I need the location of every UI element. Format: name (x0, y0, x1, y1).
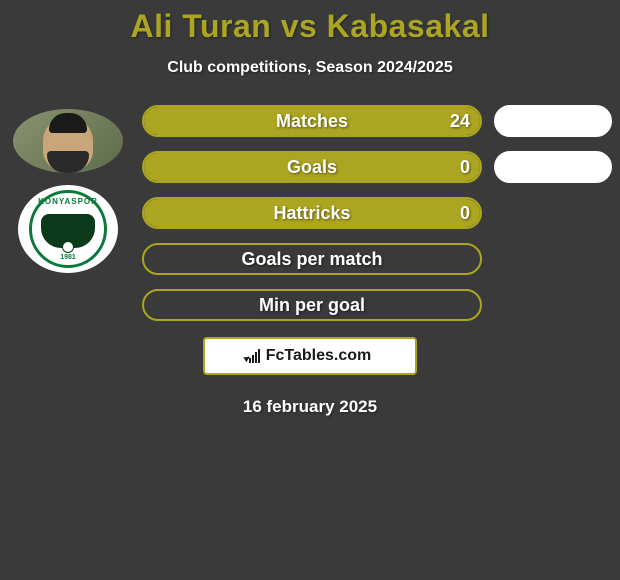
stat-label: Goals per match (144, 249, 480, 270)
comparison-panel: KONYASPOR 1981 Matches24Goals0Hattricks0… (0, 105, 620, 321)
stat-bar-right (494, 105, 612, 137)
stat-bar-left: Hattricks0 (142, 197, 482, 229)
stat-value-left: 0 (460, 203, 470, 224)
stat-bar-right (494, 151, 612, 183)
club-name: KONYASPOR (38, 197, 98, 206)
player-avatar (13, 109, 123, 173)
subtitle: Club competitions, Season 2024/2025 (0, 59, 620, 77)
stat-bar-left: Goals per match (142, 243, 482, 275)
stat-bar-left: Min per goal (142, 289, 482, 321)
stat-bar-left: Goals0 (142, 151, 482, 183)
stat-bar-left: Matches24 (142, 105, 482, 137)
stat-value-left: 24 (450, 111, 470, 132)
brand-badge[interactable]: FcTables.com (203, 337, 417, 375)
avatar-beard-icon (47, 151, 89, 173)
left-stats-col: Matches24Goals0Hattricks0Goals per match… (128, 105, 494, 321)
stat-label: Matches (144, 111, 480, 132)
club-ball-icon (62, 241, 74, 253)
stat-label: Goals (144, 157, 480, 178)
club-logo-ring: KONYASPOR 1981 (29, 190, 107, 268)
club-logo: KONYASPOR 1981 (18, 185, 118, 273)
stat-label: Min per goal (144, 295, 480, 316)
avatar-face-icon (43, 117, 93, 171)
brand-text: FcTables.com (249, 347, 372, 365)
avatar-hair-icon (49, 113, 87, 133)
page-title: Ali Turan vs Kabasakal (0, 8, 620, 45)
stat-value-left: 0 (460, 157, 470, 178)
stat-label: Hattricks (144, 203, 480, 224)
brand-chart-icon (249, 349, 260, 363)
brand-label: FcTables.com (266, 347, 372, 365)
snapshot-date: 16 february 2025 (0, 397, 620, 417)
right-stats-col (494, 105, 612, 183)
club-year: 1981 (60, 254, 76, 261)
left-player-col: KONYASPOR 1981 (8, 105, 128, 273)
